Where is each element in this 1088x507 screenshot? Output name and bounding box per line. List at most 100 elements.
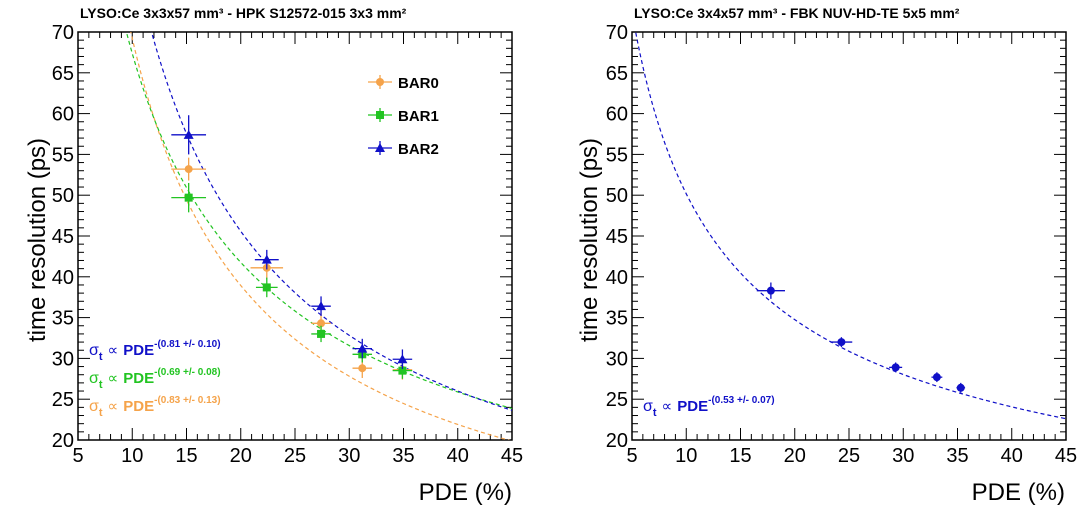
data-point bbox=[171, 182, 207, 213]
fit-curve bbox=[635, 32, 1066, 420]
chart-title: LYSO:Ce 3x4x57 mm³ - FBK NUV-HD-TE 5x5 m… bbox=[634, 5, 960, 21]
x-tick-label: 35 bbox=[946, 445, 968, 467]
data-point bbox=[311, 325, 331, 343]
data-point bbox=[830, 337, 853, 347]
triangle-marker bbox=[316, 301, 327, 311]
x-tick-label: 30 bbox=[338, 445, 360, 467]
circle-marker bbox=[317, 319, 326, 328]
data-point bbox=[956, 382, 966, 393]
data-point bbox=[352, 338, 373, 359]
x-tick-label: 30 bbox=[892, 445, 914, 467]
circle-marker bbox=[376, 78, 384, 86]
data-point bbox=[171, 115, 207, 155]
fit-annotation: σt ∝ PDE-(0.83 +/- 0.13) bbox=[89, 395, 221, 419]
circle-marker bbox=[184, 165, 193, 174]
plot-area bbox=[125, 32, 512, 440]
x-tick-label: 10 bbox=[121, 445, 143, 467]
y-tick-label: 65 bbox=[606, 63, 628, 85]
square-marker bbox=[317, 329, 326, 338]
triangle-marker bbox=[183, 129, 194, 139]
x-tick-label: 40 bbox=[447, 445, 469, 467]
x-tick-label: 20 bbox=[230, 445, 252, 467]
y-tick-label: 25 bbox=[606, 389, 628, 411]
y-tick-label: 30 bbox=[606, 348, 628, 370]
fit-curve bbox=[130, 32, 511, 440]
triangle-marker bbox=[397, 354, 408, 364]
square-marker bbox=[262, 283, 271, 292]
data-point bbox=[311, 296, 331, 316]
fit-annotation: σt ∝ PDE-(0.69 +/- 0.08) bbox=[89, 367, 221, 391]
y-tick-label: 40 bbox=[52, 267, 74, 289]
data-point bbox=[392, 349, 413, 370]
circle-marker bbox=[837, 338, 846, 347]
y-tick-label: 55 bbox=[606, 144, 628, 166]
data-point bbox=[756, 282, 785, 299]
y-tick-label: 50 bbox=[52, 185, 74, 207]
legend-label: BAR1 bbox=[398, 108, 439, 125]
y-tick-label: 35 bbox=[606, 308, 628, 330]
chart-panel-right: LYSO:Ce 3x4x57 mm³ - FBK NUV-HD-TE 5x5 m… bbox=[576, 5, 1077, 506]
fit-curve bbox=[125, 32, 512, 410]
x-tick-label: 35 bbox=[392, 445, 414, 467]
data-point bbox=[171, 157, 207, 181]
y-tick-label: 45 bbox=[52, 226, 74, 248]
circle-marker bbox=[932, 373, 941, 382]
triangle-marker bbox=[261, 254, 272, 264]
plot-frame bbox=[631, 31, 1067, 441]
y-tick-label: 30 bbox=[52, 348, 74, 370]
x-axis-title: PDE (%) bbox=[972, 479, 1065, 506]
square-marker bbox=[376, 111, 384, 119]
y-tick-label: 35 bbox=[52, 308, 74, 330]
data-point bbox=[931, 372, 943, 383]
square-marker bbox=[398, 366, 407, 375]
x-tick-label: 25 bbox=[838, 445, 860, 467]
y-tick-label: 25 bbox=[52, 389, 74, 411]
legend-item: BAR0 bbox=[368, 75, 439, 92]
triangle-marker bbox=[357, 343, 368, 353]
x-tick-label: 10 bbox=[675, 445, 697, 467]
fit-annotation: σt ∝ PDE-(0.53 +/- 0.07) bbox=[643, 395, 775, 419]
legend: BAR0 BAR1 BAR2 bbox=[368, 75, 439, 158]
x-tick-label: 5 bbox=[72, 445, 83, 467]
y-tick-label: 50 bbox=[606, 185, 628, 207]
y-tick-label: 70 bbox=[52, 22, 74, 44]
y-tick-label: 60 bbox=[52, 104, 74, 126]
triangle-marker bbox=[375, 143, 385, 152]
x-axis-title: PDE (%) bbox=[419, 479, 512, 506]
y-axis-title: time resolution (ps) bbox=[24, 138, 51, 342]
legend-item: BAR2 bbox=[368, 141, 439, 158]
y-axis-title: time resolution (ps) bbox=[576, 138, 603, 342]
circle-marker bbox=[766, 286, 775, 295]
x-tick-label: 45 bbox=[501, 445, 523, 467]
legend-label: BAR0 bbox=[398, 75, 439, 92]
x-tick-label: 40 bbox=[1001, 445, 1023, 467]
x-tick-label: 25 bbox=[284, 445, 306, 467]
legend-label: BAR2 bbox=[398, 141, 439, 158]
legend-item: BAR1 bbox=[368, 108, 439, 125]
fit-annotation: σt ∝ PDE-(0.81 +/- 0.10) bbox=[89, 339, 221, 363]
fit-curve bbox=[150, 32, 512, 411]
square-marker bbox=[184, 193, 193, 202]
data-point bbox=[255, 277, 278, 298]
data-point bbox=[254, 249, 279, 270]
x-tick-label: 45 bbox=[1055, 445, 1077, 467]
chart-panel-left: LYSO:Ce 3x3x57 mm³ - HPK S12572-015 3x3 … bbox=[24, 5, 523, 506]
circle-marker bbox=[358, 364, 367, 373]
x-tick-label: 20 bbox=[784, 445, 806, 467]
y-tick-label: 65 bbox=[52, 63, 74, 85]
chart-title: LYSO:Ce 3x3x57 mm³ - HPK S12572-015 3x3 … bbox=[80, 5, 407, 21]
plot-area bbox=[635, 32, 1066, 420]
y-tick-label: 55 bbox=[52, 144, 74, 166]
circle-marker bbox=[891, 363, 900, 372]
x-tick-label: 15 bbox=[175, 445, 197, 467]
y-tick-label: 45 bbox=[606, 226, 628, 248]
y-tick-label: 40 bbox=[606, 267, 628, 289]
x-tick-label: 5 bbox=[626, 445, 637, 467]
y-tick-label: 60 bbox=[606, 104, 628, 126]
y-tick-label: 70 bbox=[606, 22, 628, 44]
y-tick-label: 20 bbox=[606, 430, 628, 452]
circle-marker bbox=[956, 383, 965, 392]
x-tick-label: 15 bbox=[729, 445, 751, 467]
